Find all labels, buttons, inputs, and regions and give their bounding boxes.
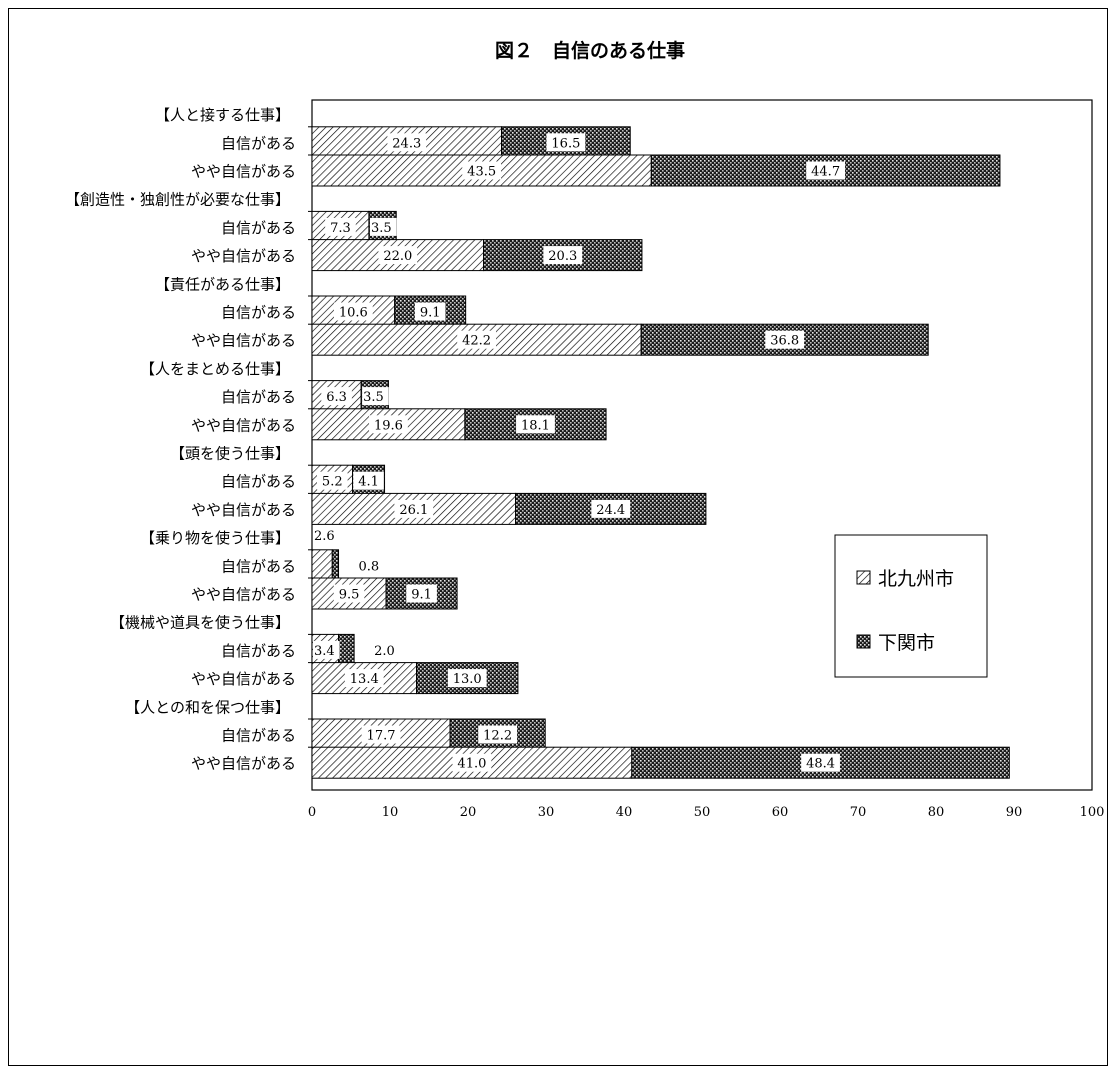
row-label: 自信がある (221, 134, 296, 152)
x-tick-label: 60 (772, 805, 789, 820)
row-label: やや自信がある (191, 670, 296, 688)
group-label: 【創造性・独創性が必要な仕事】 (65, 191, 290, 209)
x-tick-label: 100 (1080, 805, 1105, 820)
value-label: 26.1 (399, 503, 428, 518)
legend-label-shimonoseki: 下関市 (878, 632, 935, 654)
value-label: 12.2 (483, 729, 512, 744)
value-label: 13.0 (453, 672, 482, 687)
group-label: 【人をまとめる仕事】 (140, 360, 290, 378)
value-label: 6.3 (326, 390, 347, 405)
group-label: 【乗り物を使う仕事】 (140, 529, 290, 547)
value-label: 43.5 (467, 165, 496, 180)
x-tick-label: 80 (928, 805, 945, 820)
value-label: 24.4 (596, 503, 625, 518)
row-label: 自信がある (221, 388, 296, 406)
row-label: やや自信がある (191, 247, 296, 265)
row-label: やや自信がある (191, 163, 296, 181)
group-label: 【機械や道具を使う仕事】 (110, 614, 290, 632)
row-label: やや自信がある (191, 755, 296, 773)
group-label: 【責任がある仕事】 (155, 275, 290, 293)
group-label: 【人との和を保つ仕事】 (125, 698, 290, 716)
value-label: 10.6 (339, 306, 368, 321)
value-label: 17.7 (367, 729, 396, 744)
legend-label-kitakyushu: 北九州市 (878, 568, 954, 590)
row-label: 自信がある (221, 219, 296, 237)
x-tick-label: 10 (382, 805, 399, 820)
value-label: 5.2 (322, 475, 343, 490)
x-axis-ticks: 0 10 20 30 40 50 60 70 80 90 100 (308, 805, 1105, 820)
bars-layer (312, 127, 1009, 778)
row-label: やや自信がある (191, 586, 296, 604)
legend: 北九州市 下関市 (835, 535, 987, 677)
bar-segment-shimonoseki (339, 634, 355, 665)
x-tick-label: 50 (694, 805, 711, 820)
bar-segment-kitakyushu (312, 550, 332, 581)
y-axis-labels: 【人と接する仕事】自信があるやや自信がある【創造性・独創性が必要な仕事】自信があ… (65, 106, 312, 773)
value-label: 48.4 (806, 757, 835, 772)
row-label: やや自信がある (191, 332, 296, 350)
row-label: やや自信がある (191, 501, 296, 519)
value-label: 3.4 (314, 644, 335, 659)
value-label: 7.3 (330, 221, 351, 236)
value-label: 0.8 (359, 559, 380, 574)
x-tick-label: 90 (1006, 805, 1023, 820)
value-label: 44.7 (811, 165, 840, 180)
value-label: 13.4 (350, 672, 379, 687)
row-label: 自信がある (221, 304, 296, 322)
value-label: 36.8 (770, 334, 799, 349)
value-label: 41.0 (457, 757, 486, 772)
row-label: 自信がある (221, 473, 296, 491)
x-tick-label: 0 (308, 805, 316, 820)
group-label: 【人と接する仕事】 (155, 106, 290, 124)
legend-swatch-shimonoseki (857, 635, 870, 648)
value-label: 16.5 (551, 136, 580, 151)
x-tick-label: 20 (460, 805, 477, 820)
value-label: 2.6 (314, 529, 335, 544)
value-label: 2.0 (374, 644, 395, 659)
value-label: 9.5 (339, 588, 360, 603)
value-label: 42.2 (462, 334, 491, 349)
value-label: 19.6 (374, 418, 403, 433)
chart-title: 図２ 自信のある仕事 (495, 39, 685, 62)
value-label: 4.1 (358, 475, 379, 490)
value-label: 20.3 (548, 249, 577, 264)
value-label: 9.1 (420, 306, 441, 321)
value-label: 3.5 (371, 221, 392, 236)
bar-segment-shimonoseki (332, 550, 338, 581)
x-tick-label: 70 (850, 805, 867, 820)
x-tick-label: 30 (538, 805, 555, 820)
value-label: 3.5 (363, 390, 384, 405)
row-label: 自信がある (221, 642, 296, 660)
row-label: やや自信がある (191, 416, 296, 434)
group-label: 【頭を使う仕事】 (170, 445, 290, 463)
legend-swatch-kitakyushu (857, 571, 870, 584)
value-label: 18.1 (521, 418, 550, 433)
legend-box (835, 535, 987, 677)
row-label: 自信がある (221, 557, 296, 575)
value-label: 24.3 (392, 136, 421, 151)
value-label: 9.1 (411, 588, 432, 603)
value-label: 22.0 (383, 249, 412, 264)
row-label: 自信がある (221, 727, 296, 745)
x-tick-label: 40 (616, 805, 633, 820)
